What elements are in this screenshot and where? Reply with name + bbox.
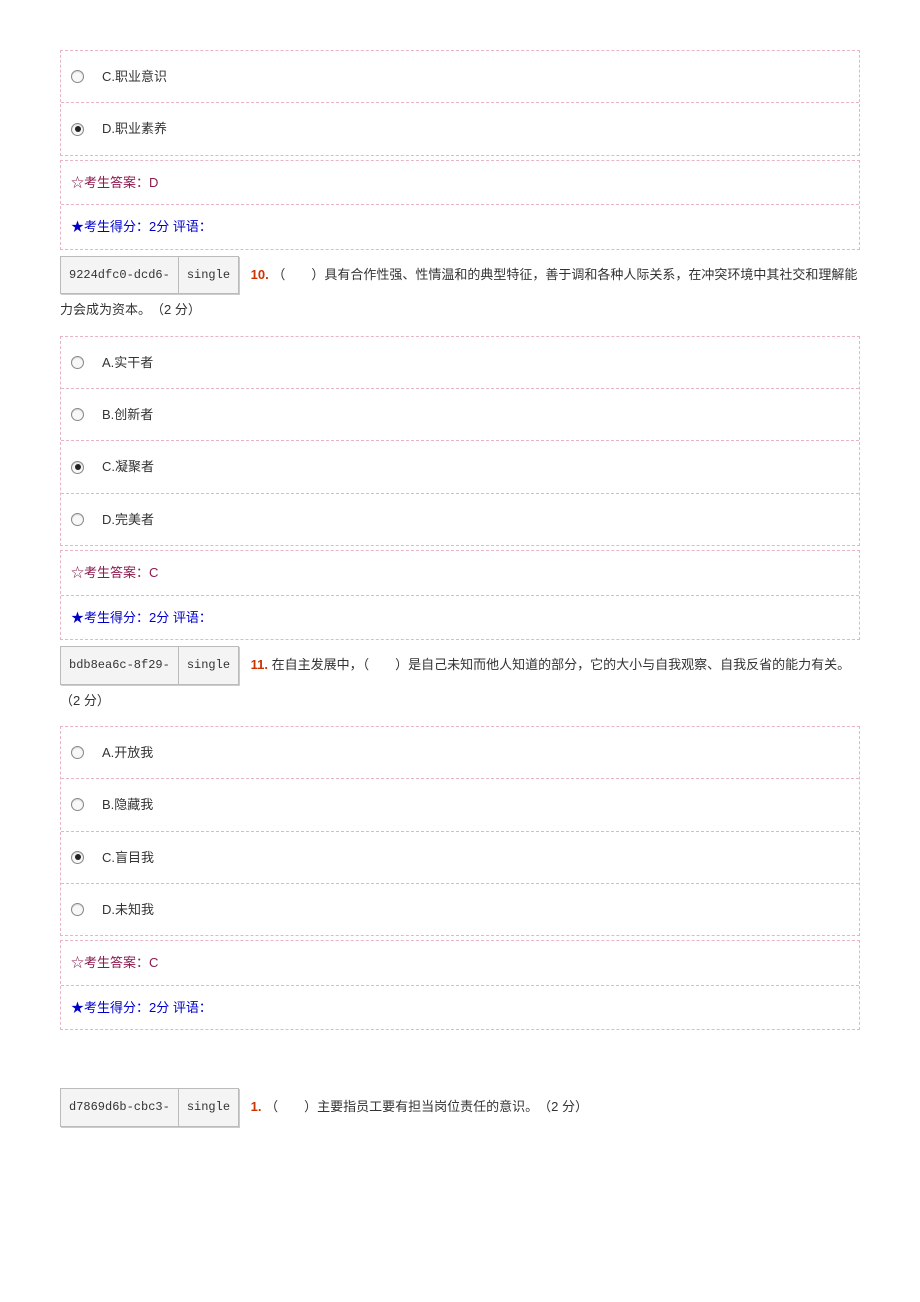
q9-option-d[interactable]: D.职业素养 bbox=[61, 103, 859, 154]
q10-header: 9224dfc0-dcd6- single 10. （ ）具有合作性强、性情温和… bbox=[60, 256, 860, 326]
answer-value: C bbox=[149, 955, 158, 970]
score-prefix: ★考生得分： bbox=[71, 1000, 149, 1015]
q10-number: 10. bbox=[251, 266, 269, 281]
tag-id: 9224dfc0-dcd6- bbox=[61, 257, 179, 294]
option-label: B.隐藏我 bbox=[102, 793, 153, 816]
option-label: D.职业素养 bbox=[102, 117, 167, 140]
q11-header: bdb8ea6c-8f29- single 11. 在自主发展中，（ ）是自己未… bbox=[60, 646, 860, 716]
radio-icon bbox=[71, 70, 84, 83]
option-label: C.凝聚者 bbox=[102, 455, 154, 478]
score-unit: 分 bbox=[156, 219, 169, 234]
q10-option-b[interactable]: B.创新者 bbox=[61, 389, 859, 441]
radio-icon bbox=[71, 356, 84, 369]
q11-option-c[interactable]: C.盲目我 bbox=[61, 832, 859, 884]
tag-id: d7869d6b-cbc3- bbox=[61, 1089, 179, 1126]
score-unit: 分 bbox=[156, 1000, 169, 1015]
review-label: 评语： bbox=[169, 219, 212, 234]
score-unit: 分 bbox=[156, 610, 169, 625]
q10-answer-box: ☆考生答案：C ★考生得分：2分 评语： bbox=[60, 550, 860, 640]
option-label: D.完美者 bbox=[102, 508, 154, 531]
q1-text: （ ）主要指员工要有担当岗位责任的意识。 （ bbox=[265, 1099, 551, 1114]
q10-option-block: A.实干者 B.创新者 C.凝聚者 D.完美者 bbox=[60, 336, 860, 547]
option-label: A.实干者 bbox=[102, 351, 153, 374]
answer-value: C bbox=[149, 565, 158, 580]
option-label: C.盲目我 bbox=[102, 846, 154, 869]
score-prefix: ★考生得分： bbox=[71, 610, 149, 625]
option-label: C.职业意识 bbox=[102, 65, 167, 88]
q10-tag: 9224dfc0-dcd6- single bbox=[60, 256, 239, 295]
radio-icon bbox=[71, 903, 84, 916]
radio-selected-icon bbox=[71, 123, 84, 136]
review-label: 评语： bbox=[169, 1000, 212, 1015]
q1-header: d7869d6b-cbc3- single 1. （ ）主要指员工要有担当岗位责… bbox=[60, 1088, 860, 1127]
q11-answer-row: ☆考生答案：C bbox=[61, 941, 859, 985]
option-label: D.未知我 bbox=[102, 898, 154, 921]
q11-text-after: ） bbox=[97, 693, 110, 708]
q11-option-a[interactable]: A.开放我 bbox=[61, 727, 859, 779]
q11-number: 11. bbox=[251, 657, 268, 672]
q9-answer-row: ☆考生答案：D bbox=[61, 161, 859, 205]
q1-tag: d7869d6b-cbc3- single bbox=[60, 1088, 239, 1127]
option-label: B.创新者 bbox=[102, 403, 153, 426]
q10-text-after: ） bbox=[188, 302, 201, 317]
q11-score-row: ★考生得分：2分 评语： bbox=[61, 986, 859, 1029]
q9-option-c[interactable]: C.职业意识 bbox=[61, 51, 859, 103]
q11-tag: bdb8ea6c-8f29- single bbox=[60, 646, 239, 685]
q9-answer-box: ☆考生答案：D ★考生得分：2分 评语： bbox=[60, 160, 860, 250]
radio-icon bbox=[71, 798, 84, 811]
answer-prefix: ☆考生答案： bbox=[71, 565, 149, 580]
q10-points: 2 分 bbox=[164, 302, 188, 317]
q1-points: 2 分 bbox=[551, 1099, 575, 1114]
radio-selected-icon bbox=[71, 851, 84, 864]
tag-type: single bbox=[179, 257, 238, 294]
q1-number: 1. bbox=[251, 1099, 262, 1114]
section-gap bbox=[60, 1030, 860, 1066]
q9-option-block: C.职业意识 D.职业素养 bbox=[60, 50, 860, 156]
tag-id: bdb8ea6c-8f29- bbox=[61, 647, 179, 684]
q11-option-b[interactable]: B.隐藏我 bbox=[61, 779, 859, 831]
q1-text-after: ） bbox=[575, 1099, 588, 1114]
radio-icon bbox=[71, 408, 84, 421]
score-prefix: ★考生得分： bbox=[71, 219, 149, 234]
q11-option-block: A.开放我 B.隐藏我 C.盲目我 D.未知我 bbox=[60, 726, 860, 937]
answer-prefix: ☆考生答案： bbox=[71, 175, 149, 190]
q10-option-d[interactable]: D.完美者 bbox=[61, 494, 859, 545]
q11-points: 2 分 bbox=[73, 693, 97, 708]
tag-type: single bbox=[179, 647, 238, 684]
tag-type: single bbox=[179, 1089, 238, 1126]
radio-icon bbox=[71, 513, 84, 526]
answer-value: D bbox=[149, 175, 158, 190]
q10-option-c[interactable]: C.凝聚者 bbox=[61, 441, 859, 493]
q9-score-row: ★考生得分：2分 评语： bbox=[61, 205, 859, 248]
q10-option-a[interactable]: A.实干者 bbox=[61, 337, 859, 389]
q10-score-row: ★考生得分：2分 评语： bbox=[61, 596, 859, 639]
review-label: 评语： bbox=[169, 610, 212, 625]
radio-icon bbox=[71, 746, 84, 759]
q11-answer-box: ☆考生答案：C ★考生得分：2分 评语： bbox=[60, 940, 860, 1030]
radio-selected-icon bbox=[71, 461, 84, 474]
option-label: A.开放我 bbox=[102, 741, 153, 764]
answer-prefix: ☆考生答案： bbox=[71, 955, 149, 970]
q10-answer-row: ☆考生答案：C bbox=[61, 551, 859, 595]
q11-option-d[interactable]: D.未知我 bbox=[61, 884, 859, 935]
